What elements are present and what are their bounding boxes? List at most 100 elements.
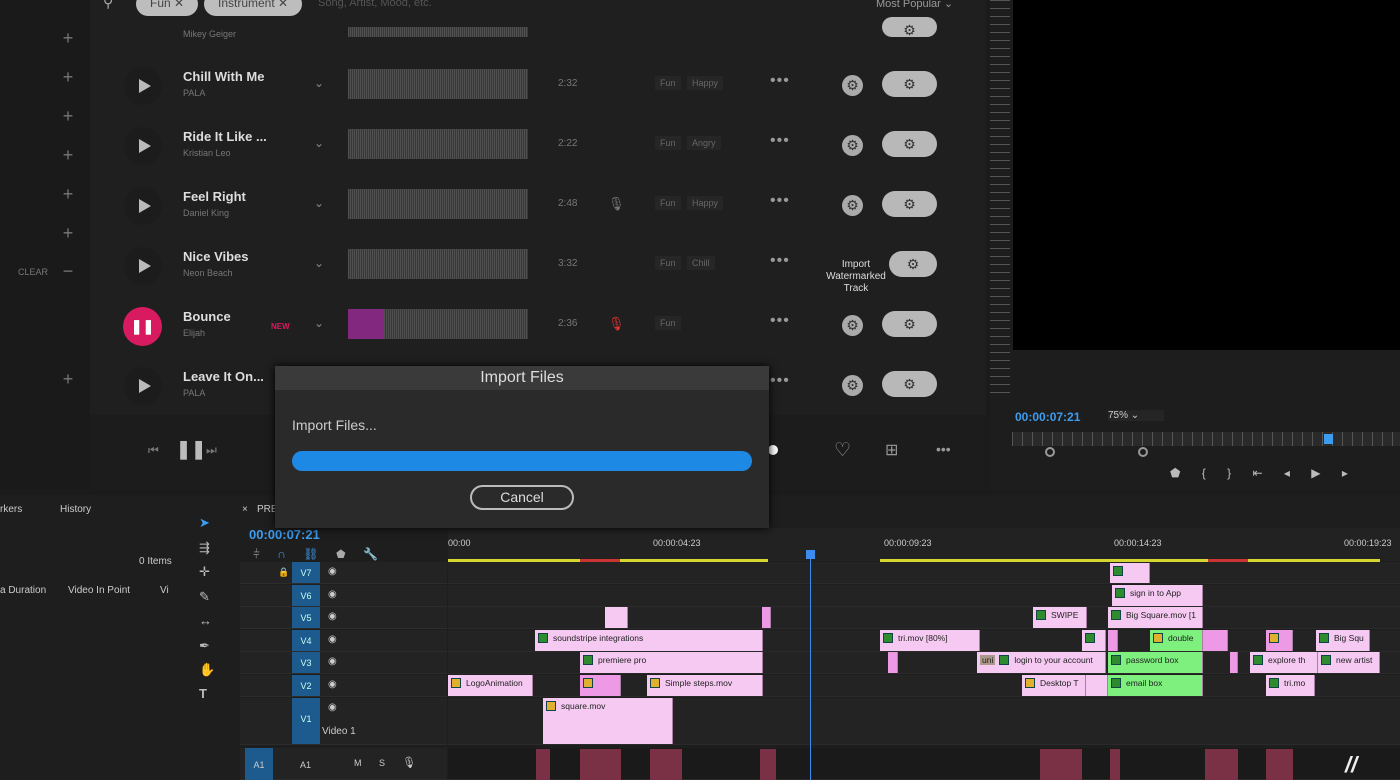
add-to-playlist-icon[interactable]: ⊞ (885, 442, 899, 459)
clip[interactable] (1086, 675, 1108, 696)
column-video[interactable]: Vi (160, 585, 169, 596)
waveform[interactable] (348, 27, 528, 37)
more-icon[interactable]: ••• (770, 192, 790, 209)
tab-sequence[interactable]: PRE (257, 504, 278, 515)
audio-clip[interactable] (760, 749, 776, 780)
clear-button[interactable]: CLEAR (18, 267, 49, 277)
track-row[interactable]: Mikey Geiger ⚙ (110, 0, 950, 57)
clip[interactable] (1110, 563, 1150, 583)
plus-icon[interactable]: + (62, 145, 74, 165)
track-row[interactable]: Leave It On... PALA ••• ⚙ ⚙ (110, 356, 950, 416)
gear-icon[interactable]: ⚙ (842, 315, 863, 336)
gear-button[interactable]: ⚙ (882, 191, 937, 217)
clip[interactable] (605, 607, 628, 628)
clip[interactable] (580, 675, 621, 696)
step-back-icon[interactable]: ◂ (1283, 466, 1290, 480)
pen-icon[interactable]: ✒ (199, 638, 210, 653)
audio-clip[interactable] (536, 749, 550, 780)
in-handle[interactable] (1045, 447, 1055, 457)
linked-icon[interactable]: ⛓ (303, 547, 319, 561)
audio-clip[interactable] (1205, 749, 1238, 780)
clip[interactable] (1266, 630, 1293, 651)
audio-clip[interactable] (1110, 749, 1120, 780)
clip[interactable]: tri.mov [80%] (880, 630, 980, 651)
step-forward-icon[interactable]: ▸ (1341, 466, 1348, 480)
chevron-down-icon[interactable]: ⌄ (314, 316, 325, 330)
search-input[interactable]: Song, Artist, Mood, etc. (318, 0, 432, 9)
more-icon[interactable]: ••• (936, 441, 951, 457)
clip[interactable]: LogoAnimation (448, 675, 533, 696)
plus-icon[interactable]: + (62, 223, 74, 243)
cancel-button[interactable]: Cancel (470, 485, 574, 510)
mark-out-icon[interactable]: } (1227, 466, 1232, 480)
nest-icon[interactable]: ⫩ (253, 547, 260, 561)
hand-icon[interactable]: ✋ (199, 662, 216, 677)
timeline-playhead[interactable] (810, 550, 811, 780)
eye-icon[interactable]: ◉ (328, 611, 337, 622)
waveform[interactable] (348, 249, 528, 279)
waveform[interactable] (348, 309, 528, 339)
play-button[interactable] (124, 67, 162, 105)
track-row[interactable]: Feel Right Daniel King ⌄ 2:48 🎙 Fun Happ… (110, 176, 950, 236)
playhead[interactable] (1324, 434, 1333, 444)
marker-icon[interactable]: ⬟ (1170, 466, 1181, 480)
track-row[interactable]: Ride It Like ... Kristian Leo ⌄ 2:22 Fun… (110, 116, 950, 176)
track-header-v6[interactable]: V6 ◉ (240, 585, 447, 607)
play-button[interactable] (124, 247, 162, 285)
play-button[interactable] (124, 127, 162, 165)
pause-button[interactable]: ❚❚ (123, 307, 162, 346)
waveform[interactable] (348, 129, 528, 159)
clip[interactable] (1082, 630, 1106, 651)
timeline-timecode[interactable]: 00:00:07:21 (249, 527, 320, 542)
scrub-bar[interactable] (1012, 432, 1400, 446)
tab-history[interactable]: History (60, 504, 92, 515)
chevron-down-icon[interactable]: ⌄ (314, 76, 325, 90)
audio-clip[interactable] (580, 749, 621, 780)
plus-icon[interactable]: + (62, 184, 74, 204)
audio-clip[interactable] (1040, 749, 1082, 780)
sort-dropdown[interactable]: Most Popular ⌄ (876, 0, 954, 10)
clip[interactable]: soundstripe integrations (535, 630, 763, 651)
clip[interactable] (1108, 630, 1118, 651)
zoom-dropdown[interactable]: 75% ⌄ (1108, 410, 1164, 421)
time-ruler[interactable]: 00:00 00:00:04:23 00:00:09:23 00:00:14:2… (448, 528, 1400, 562)
audio-clip[interactable] (650, 749, 682, 780)
playhead-handle[interactable] (806, 550, 815, 559)
plus-icon[interactable]: + (62, 28, 74, 48)
track-row[interactable]: Chill With Me PALA ⌄ 2:32 Fun Happy ••• … (110, 56, 950, 116)
slip-icon[interactable]: ↔ (199, 613, 212, 628)
clip[interactable]: Simple steps.mov (647, 675, 763, 696)
marker-icon[interactable]: ⬟ (335, 547, 346, 561)
eye-icon[interactable]: ◉ (328, 679, 337, 690)
gear-button[interactable]: ⚙ (882, 17, 937, 38)
gear-icon[interactable]: ⚙ (842, 195, 863, 216)
gear-button[interactable]: ⚙ (882, 131, 937, 157)
clip[interactable]: Desktop T (1022, 675, 1086, 696)
progress-handle[interactable] (768, 445, 778, 455)
clip[interactable]: premiere pro (580, 652, 763, 673)
plus-icon[interactable]: + (62, 106, 74, 126)
clip[interactable] (1203, 630, 1228, 651)
more-icon[interactable]: ••• (770, 252, 790, 269)
clip[interactable]: explore th (1250, 652, 1318, 673)
mark-in-icon[interactable]: { (1201, 466, 1206, 480)
ripple-edit-icon[interactable]: ✛ (199, 564, 210, 579)
eye-icon[interactable]: ◉ (328, 656, 337, 667)
wrench-icon[interactable]: 🔧 (363, 547, 379, 561)
track-header-v7[interactable]: V7 🔒 ◉ (240, 562, 447, 584)
microphone-icon[interactable]: 🎙 (402, 757, 416, 769)
next-icon[interactable]: ⏭ (206, 443, 217, 457)
clip[interactable]: Big Square.mov [1 (1108, 607, 1203, 628)
out-handle[interactable] (1138, 447, 1148, 457)
track-header-v4[interactable]: V4 ◉ (240, 630, 447, 652)
gear-button[interactable]: ⚙ (882, 311, 937, 337)
waveform[interactable] (348, 69, 528, 99)
eye-icon[interactable]: ◉ (328, 634, 337, 645)
razor-icon[interactable]: ✎ (199, 589, 210, 604)
gear-button[interactable]: ⚙ (882, 71, 937, 97)
timecode[interactable]: 00:00:07:21 (1015, 410, 1081, 424)
clip[interactable]: square.mov (543, 698, 673, 744)
snap-icon[interactable]: ∩ (277, 547, 286, 561)
chevron-down-icon[interactable]: ⌄ (314, 256, 325, 270)
chevron-down-icon[interactable]: ⌄ (314, 196, 325, 210)
